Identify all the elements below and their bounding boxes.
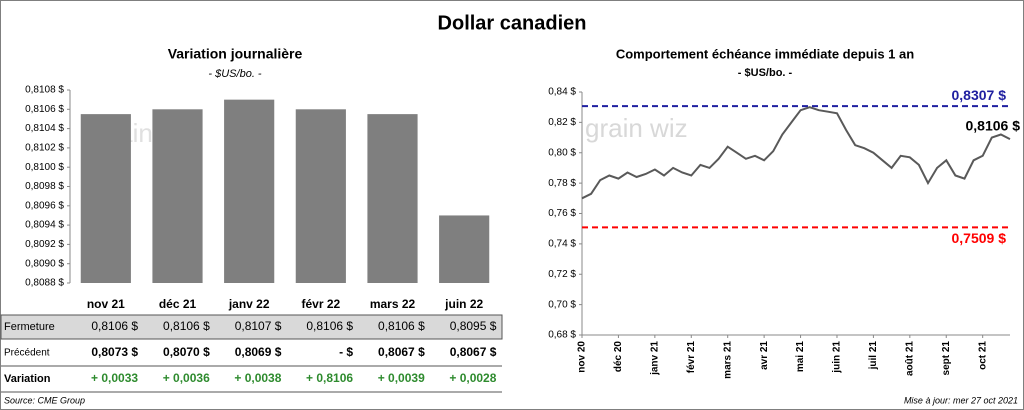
cell: 0,8106 $	[163, 319, 210, 333]
row-label: Précédent	[4, 348, 50, 359]
annotation-label: 0,8307 $	[952, 87, 1007, 103]
bar	[439, 215, 490, 283]
y-tick-label: 0,68 $	[548, 330, 576, 341]
bar	[295, 109, 346, 283]
y-tick-label: 0,8088 $	[25, 278, 64, 289]
cell: 0,8073 $	[91, 345, 138, 359]
y-tick-label: 0,78 $	[548, 178, 576, 189]
cell: 0,8107 $	[235, 319, 282, 333]
annotation-label: 0,7509 $	[952, 230, 1007, 246]
x-tick-label: mars 21	[722, 341, 733, 379]
bar	[367, 114, 418, 283]
y-tick-label: 0,8094 $	[25, 220, 64, 231]
y-tick-label: 0,8100 $	[25, 162, 64, 173]
x-tick-label: mars 22	[370, 297, 416, 311]
x-tick-label: janv 21	[649, 341, 660, 376]
cell: - $	[339, 345, 353, 359]
watermark: grain wiz	[585, 113, 688, 143]
y-tick-label: 0,8106 $	[25, 104, 64, 115]
cell: + 0,0039	[378, 371, 425, 385]
y-tick-label: 0,8092 $	[25, 239, 64, 250]
page-title: Dollar canadien	[438, 12, 587, 34]
row-label: Variation	[4, 373, 51, 385]
x-tick-label: juin 22	[444, 297, 483, 311]
x-tick-label: déc 21	[159, 297, 197, 311]
cell: + 0,0028	[449, 371, 496, 385]
chart-subtitle: - $US/bo. -	[208, 68, 262, 80]
cell: 0,8106 $	[378, 319, 425, 333]
row-label: Fermeture	[4, 321, 55, 333]
price-line	[581, 106, 1011, 200]
y-tick-label: 0,8108 $	[25, 85, 64, 96]
cell: 0,8106 $	[91, 319, 138, 333]
chart-title: Comportement échéance immédiate depuis 1…	[616, 46, 914, 61]
y-tick-label: 0,70 $	[548, 299, 576, 310]
updated: Mise à jour: mer 27 oct 2021	[904, 395, 1018, 405]
row-bg	[0, 314, 503, 340]
bar	[80, 114, 131, 283]
x-tick-label: déc 20	[613, 341, 624, 373]
y-tick-label: 0,84 $	[548, 87, 576, 98]
y-tick-label: 0,8090 $	[25, 258, 64, 269]
x-tick-label: avr 21	[759, 341, 770, 370]
chart-title: Variation journalière	[168, 46, 303, 62]
y-tick-label: 0,76 $	[548, 208, 576, 219]
x-tick-label: août 21	[904, 341, 915, 376]
x-tick-label: nov 20	[577, 341, 588, 373]
x-tick-label: juin 21	[832, 341, 843, 374]
source: Source: CME Group	[4, 395, 85, 405]
cell: 0,8070 $	[163, 345, 210, 359]
x-tick-label: janv 22	[228, 297, 270, 311]
cell: 0,8106 $	[306, 319, 353, 333]
y-tick-label: 0,74 $	[548, 239, 576, 250]
x-tick-label: févr 21	[686, 341, 697, 374]
cell: + 0,0033	[91, 371, 138, 385]
cell: + 0,8106	[306, 371, 353, 385]
cell: 0,8069 $	[235, 345, 282, 359]
chart-subtitle: - $US/bo. -	[738, 67, 793, 79]
x-tick-label: mai 21	[795, 341, 806, 373]
y-tick-label: 0,8096 $	[25, 200, 64, 211]
bar	[224, 99, 275, 284]
y-tick-label: 0,8098 $	[25, 181, 64, 192]
x-tick-label: juil 21	[868, 341, 879, 371]
cell: 0,8067 $	[378, 345, 425, 359]
y-tick-label: 0,82 $	[548, 117, 576, 128]
x-tick-label: oct 21	[977, 341, 988, 370]
y-tick-label: 0,72 $	[548, 269, 576, 280]
cell: + 0,0036	[163, 371, 210, 385]
y-tick-label: 0,8102 $	[25, 143, 64, 154]
x-tick-label: sept 21	[941, 341, 952, 376]
bar	[152, 109, 203, 283]
cell: + 0,0038	[234, 371, 281, 385]
cell: 0,8067 $	[450, 345, 497, 359]
x-tick-label: févr 22	[301, 297, 340, 311]
cell: 0,8095 $	[450, 319, 497, 333]
y-tick-label: 0,8104 $	[25, 123, 64, 134]
x-tick-label: nov 21	[87, 297, 125, 311]
y-tick-label: 0,80 $	[548, 147, 576, 158]
annotation-label: 0,8106 $	[966, 117, 1021, 133]
